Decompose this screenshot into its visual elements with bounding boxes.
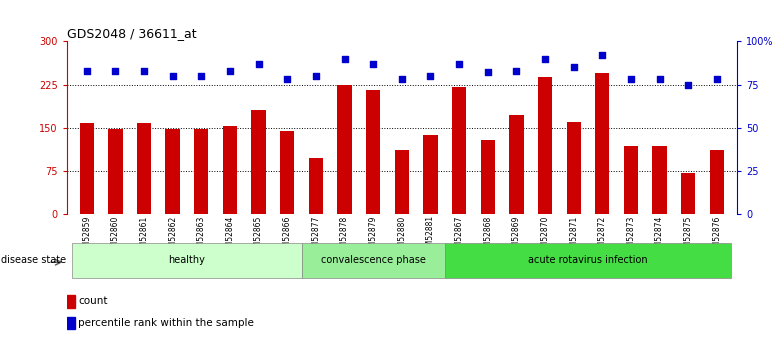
Point [539, 56, 551, 61]
Text: acute rotavirus infection: acute rotavirus infection [528, 256, 648, 265]
Point [710, 77, 723, 82]
Bar [624, 146, 638, 214]
Point [195, 73, 208, 79]
Bar [165, 129, 180, 214]
Point [568, 65, 580, 70]
Bar [137, 123, 151, 214]
Point [281, 77, 293, 82]
Point [367, 61, 379, 67]
Point [109, 68, 122, 73]
Bar [302, 243, 445, 278]
Bar [67, 317, 75, 329]
Point [682, 82, 695, 87]
Bar [452, 87, 466, 214]
Point [453, 61, 466, 67]
Bar [681, 172, 695, 214]
Bar [194, 129, 209, 214]
Bar [394, 149, 409, 214]
Text: convalescence phase: convalescence phase [321, 256, 426, 265]
Point [252, 61, 265, 67]
Text: disease state: disease state [1, 256, 66, 265]
Text: count: count [78, 296, 108, 306]
Point [653, 77, 666, 82]
Text: GDS2048 / 36611_at: GDS2048 / 36611_at [67, 27, 196, 40]
Bar [538, 77, 552, 214]
Bar [510, 115, 524, 214]
Point [138, 68, 151, 73]
Bar [72, 243, 302, 278]
Bar [595, 73, 609, 214]
Bar [67, 295, 75, 308]
Bar [652, 146, 666, 214]
Bar [79, 123, 94, 214]
Text: healthy: healthy [169, 256, 205, 265]
Point [395, 77, 408, 82]
Bar [223, 127, 237, 214]
Bar [445, 243, 731, 278]
Point [310, 73, 322, 79]
Bar [252, 110, 266, 214]
Bar [337, 85, 352, 214]
Point [481, 70, 494, 75]
Point [81, 68, 93, 73]
Point [223, 68, 236, 73]
Bar [481, 140, 495, 214]
Bar [710, 149, 724, 214]
Point [424, 73, 437, 79]
Bar [309, 158, 323, 214]
Point [625, 77, 637, 82]
Point [338, 56, 350, 61]
Bar [280, 130, 294, 214]
Bar [567, 122, 581, 214]
Point [510, 68, 523, 73]
Point [166, 73, 179, 79]
Point [596, 52, 608, 58]
Bar [423, 135, 437, 214]
Bar [366, 90, 380, 214]
Bar [108, 129, 122, 214]
Text: percentile rank within the sample: percentile rank within the sample [78, 318, 254, 328]
